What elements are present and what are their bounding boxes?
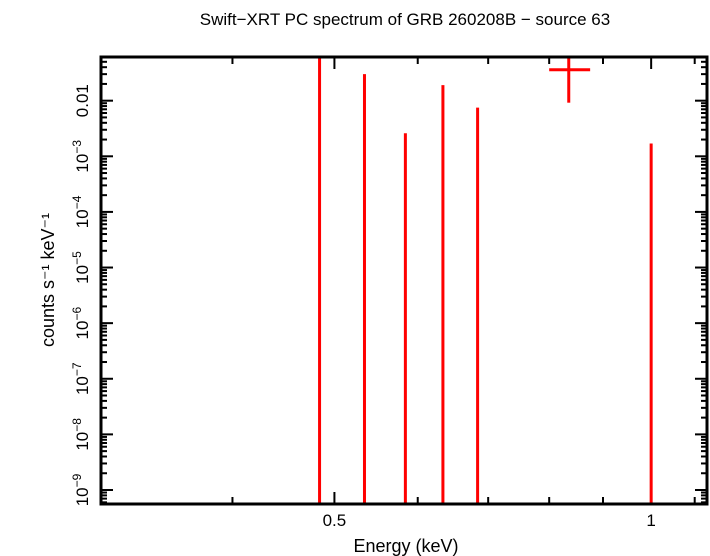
data-marks — [318, 57, 653, 504]
y-tick-base: 10 — [73, 209, 92, 228]
y-tick-label: 10−6 — [70, 307, 92, 340]
y-tick-exponent: −5 — [70, 251, 84, 265]
x-tick-labels: 0.5 1 — [323, 511, 656, 530]
y-tick-label: 10−4 — [70, 195, 92, 228]
plot-frame — [99, 55, 709, 506]
y-tick-base: 10 — [73, 265, 92, 284]
y-tick-label: 0.01 — [73, 84, 92, 117]
y-tick-exponent: −9 — [70, 473, 84, 487]
chart-title: Swift−XRT PC spectrum of GRB 260208B − s… — [200, 10, 610, 29]
y-tick-base: 0.01 — [73, 84, 92, 117]
y-tick-exponent: −8 — [70, 418, 84, 432]
y-tick-label: 10−3 — [70, 140, 92, 173]
x-tick-label: 0.5 — [323, 511, 347, 530]
y-tick-exponent: −6 — [70, 307, 84, 321]
y-tick-label: 10−5 — [70, 251, 92, 284]
x-axis-label: Energy (keV) — [353, 536, 458, 556]
y-tick-base: 10 — [73, 376, 92, 395]
y-tick-label: 10−9 — [70, 473, 92, 506]
y-tick-exponent: −7 — [70, 362, 84, 376]
y-tick-exponent: −3 — [70, 140, 84, 154]
y-axis-label: counts s⁻¹ keV⁻¹ — [38, 213, 58, 347]
y-tick-base: 10 — [73, 432, 92, 451]
y-tick-base: 10 — [73, 154, 92, 173]
y-tick-base: 10 — [73, 321, 92, 340]
y-tick-label: 10−7 — [70, 362, 92, 395]
y-tick-exponent: −4 — [70, 195, 84, 209]
y-tick-label: 10−8 — [70, 418, 92, 451]
y-tick-base: 10 — [73, 487, 92, 506]
x-tick-label: 1 — [646, 511, 655, 530]
